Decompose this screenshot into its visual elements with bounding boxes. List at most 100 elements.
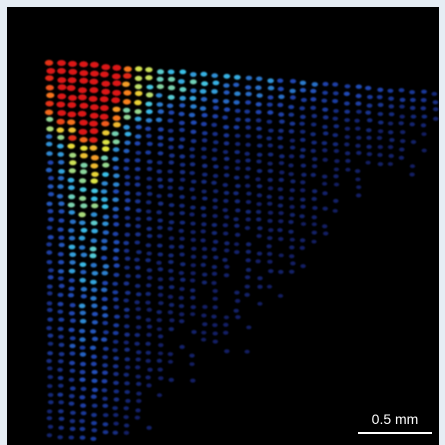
intensity-spot bbox=[234, 224, 239, 228]
intensity-spot bbox=[223, 208, 228, 212]
intensity-spot bbox=[145, 258, 151, 262]
intensity-spot bbox=[135, 134, 141, 139]
intensity-spot bbox=[69, 252, 76, 257]
intensity-spot bbox=[136, 250, 142, 254]
intensity-spot bbox=[158, 136, 164, 140]
intensity-spot bbox=[146, 283, 151, 287]
intensity-spot bbox=[136, 392, 141, 396]
intensity-spot bbox=[169, 327, 174, 331]
intensity-spot bbox=[101, 239, 107, 244]
intensity-spot bbox=[213, 106, 219, 110]
intensity-spot bbox=[91, 172, 99, 177]
intensity-spot bbox=[90, 71, 99, 77]
intensity-spot bbox=[245, 184, 250, 188]
intensity-spot bbox=[245, 134, 251, 138]
intensity-spot bbox=[213, 256, 218, 260]
intensity-spot bbox=[267, 162, 272, 166]
intensity-spot bbox=[113, 147, 120, 152]
intensity-spot bbox=[135, 241, 141, 245]
intensity-spot bbox=[45, 101, 53, 107]
intensity-spot bbox=[312, 164, 317, 168]
intensity-spot bbox=[322, 91, 328, 95]
intensity-spot bbox=[57, 93, 66, 99]
intensity-spot bbox=[158, 184, 164, 188]
intensity-spot bbox=[112, 348, 118, 352]
intensity-spot bbox=[399, 148, 404, 152]
intensity-spot bbox=[377, 136, 382, 140]
intensity-spot bbox=[68, 77, 77, 83]
intensity-spot bbox=[344, 110, 350, 114]
intensity-spot bbox=[124, 158, 130, 162]
intensity-spot bbox=[103, 215, 109, 220]
intensity-spot bbox=[123, 241, 129, 245]
micrograph: 0.5 mm bbox=[0, 0, 445, 445]
intensity-spot bbox=[158, 202, 164, 206]
intensity-spot bbox=[169, 303, 174, 307]
intensity-spot bbox=[191, 255, 196, 259]
intensity-spot bbox=[57, 184, 63, 189]
intensity-spot bbox=[235, 134, 241, 138]
intensity-spot bbox=[334, 168, 339, 172]
intensity-spot bbox=[102, 371, 108, 375]
intensity-spot bbox=[266, 244, 271, 248]
intensity-spot bbox=[69, 245, 76, 250]
intensity-spot bbox=[211, 123, 217, 127]
intensity-spot bbox=[136, 399, 141, 403]
intensity-spot bbox=[399, 121, 404, 125]
intensity-spot bbox=[59, 352, 65, 356]
intensity-spot bbox=[257, 184, 263, 188]
intensity-spot bbox=[113, 297, 119, 301]
intensity-spot bbox=[234, 91, 241, 96]
intensity-spot bbox=[278, 294, 283, 298]
intensity-spot bbox=[47, 317, 53, 321]
intensity-spot bbox=[124, 324, 130, 328]
intensity-spot bbox=[91, 421, 97, 425]
intensity-spot bbox=[422, 149, 427, 153]
intensity-spot bbox=[233, 217, 238, 221]
intensity-spot bbox=[113, 174, 120, 179]
intensity-spot bbox=[300, 130, 306, 134]
intensity-spot bbox=[145, 301, 150, 305]
intensity-spot bbox=[301, 222, 306, 226]
intensity-spot bbox=[365, 86, 371, 90]
intensity-spot bbox=[46, 68, 55, 74]
intensity-spot bbox=[135, 167, 141, 171]
intensity-spot bbox=[111, 97, 120, 103]
intensity-spot bbox=[201, 122, 207, 126]
intensity-spot bbox=[224, 191, 230, 195]
intensity-spot bbox=[78, 212, 85, 217]
intensity-spot bbox=[68, 293, 74, 297]
intensity-spot bbox=[190, 89, 196, 94]
intensity-spot bbox=[57, 152, 64, 157]
intensity-spot bbox=[68, 135, 76, 141]
intensity-spot bbox=[58, 409, 64, 413]
intensity-spot bbox=[91, 263, 97, 268]
intensity-spot bbox=[135, 91, 143, 96]
intensity-spot bbox=[201, 155, 207, 159]
intensity-spot bbox=[147, 160, 153, 164]
intensity-spot bbox=[112, 73, 121, 79]
intensity-spot bbox=[421, 132, 426, 136]
intensity-spot bbox=[90, 296, 96, 301]
intensity-spot bbox=[421, 98, 427, 102]
intensity-spot bbox=[45, 110, 53, 116]
intensity-spot bbox=[234, 309, 239, 313]
intensity-spot bbox=[246, 76, 252, 81]
intensity-spot bbox=[211, 315, 216, 319]
intensity-spot bbox=[213, 305, 218, 309]
intensity-spot bbox=[79, 221, 86, 226]
intensity-spot bbox=[255, 85, 261, 90]
intensity-spot bbox=[168, 85, 175, 90]
intensity-spot bbox=[223, 223, 228, 227]
intensity-spot bbox=[201, 190, 206, 194]
intensity-spot bbox=[378, 162, 383, 166]
intensity-spot bbox=[92, 312, 98, 316]
intensity-spot bbox=[190, 79, 197, 84]
intensity-spot bbox=[312, 215, 317, 219]
intensity-spot bbox=[68, 228, 74, 233]
intensity-spot bbox=[367, 118, 373, 122]
intensity-spot bbox=[279, 254, 284, 258]
intensity-spot bbox=[201, 263, 206, 267]
intensity-spot bbox=[179, 312, 184, 316]
intensity-spot bbox=[222, 115, 228, 119]
